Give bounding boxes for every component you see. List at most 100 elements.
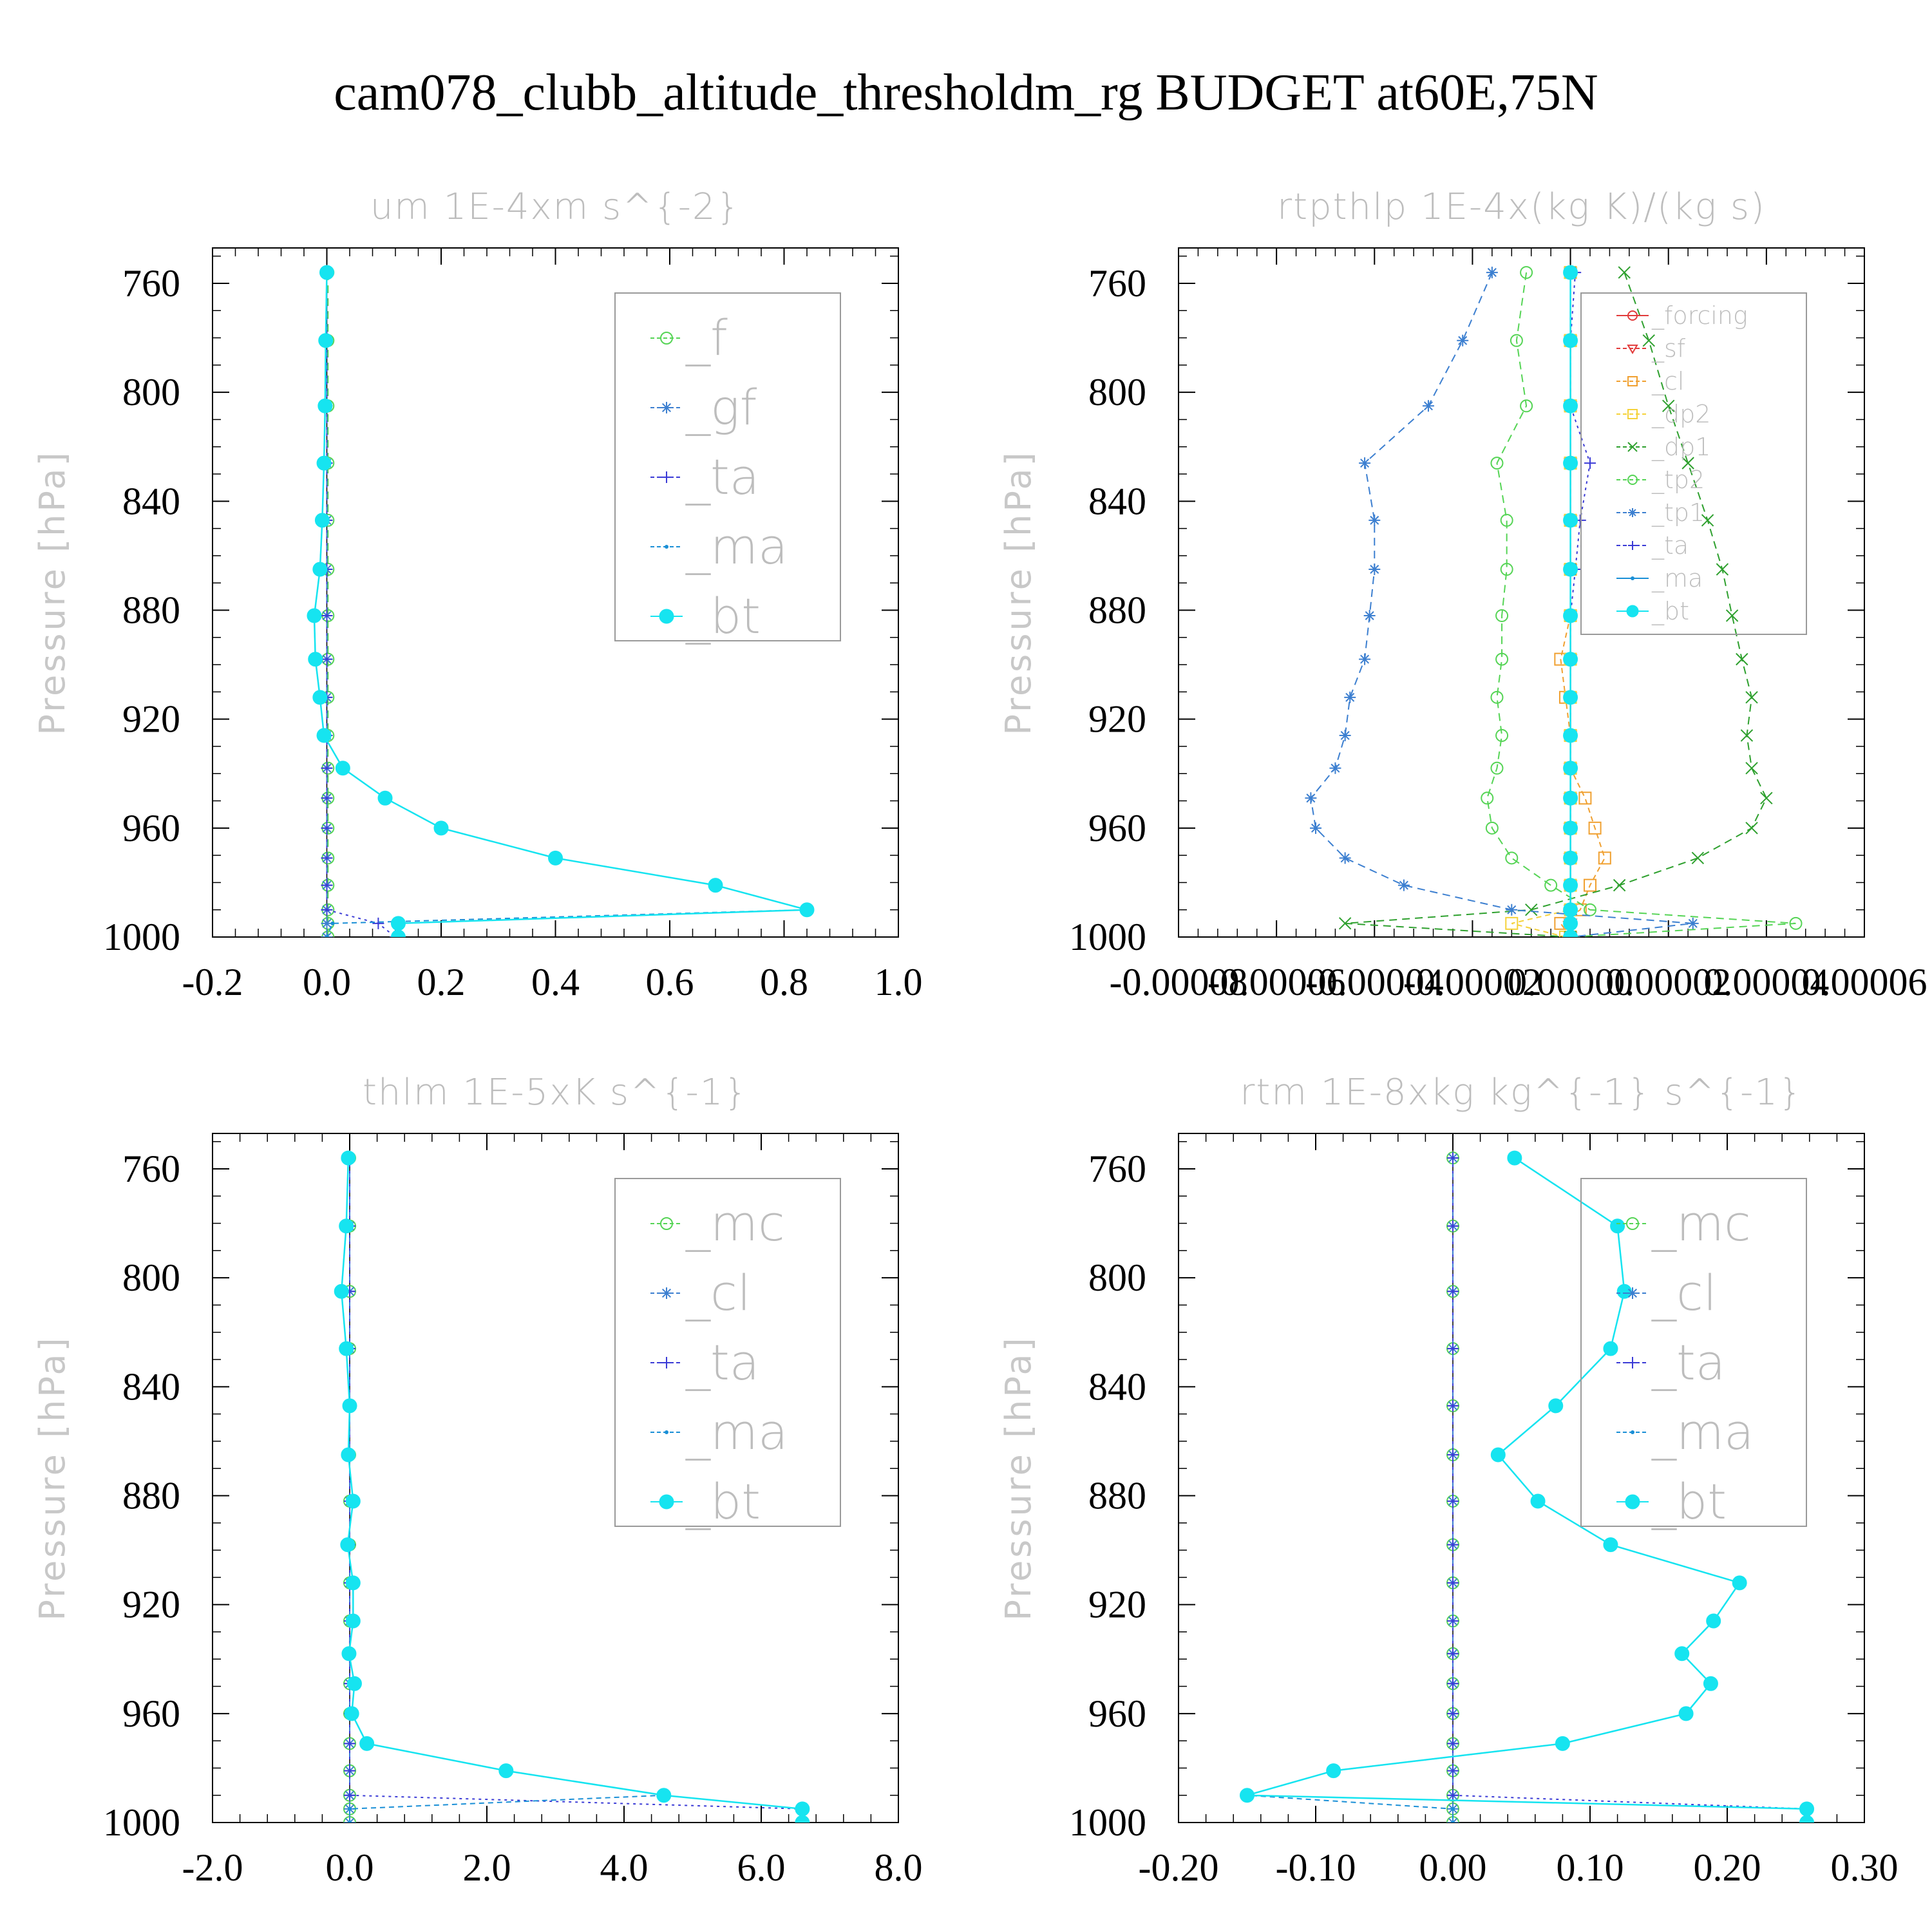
legend-label: _ma: [685, 518, 788, 575]
series-bt: [307, 265, 815, 937]
legend-box: [614, 1178, 841, 1527]
x-tick-label: 0.00006: [1802, 961, 1927, 1003]
data-point: [1451, 1806, 1455, 1811]
data-point: [341, 1646, 357, 1662]
series-line: [1511, 272, 1571, 937]
series-bt: [1240, 1150, 1815, 1823]
legend-label: _sf: [1651, 334, 1686, 363]
data-point: [1691, 851, 1705, 865]
data-point: [708, 878, 723, 893]
data-point: [1495, 729, 1509, 743]
legend-swatch-marker: [665, 545, 668, 549]
legend-swatch-marker: [1626, 1217, 1639, 1230]
y-tick-label: 960: [1088, 807, 1146, 849]
legend-swatch-marker: [1626, 605, 1639, 618]
x-tick-label: 1.0: [875, 961, 923, 1003]
y-tick-label: 920: [122, 698, 180, 741]
y-tick-label: 840: [1088, 1365, 1146, 1408]
main-title: cam078_clubb_altitude_thresholdm_rg BUDG…: [334, 64, 1598, 121]
data-point: [1701, 514, 1714, 527]
chart-panel-2: rtpthlp 1E-4x(kg K)/(kg s) Pressure [hPa]…: [998, 186, 1927, 1003]
legend-label: _dp1: [1651, 433, 1710, 462]
y-axis-label: Pressure [hPa]: [998, 1335, 1039, 1620]
y-tick-label: 960: [122, 1692, 180, 1735]
data-point: [1490, 457, 1504, 470]
data-point: [321, 904, 333, 916]
plot-frame: [1178, 247, 1865, 938]
y-tick-label: 880: [122, 589, 180, 631]
data-point: [1584, 457, 1596, 469]
legend-item: _sf: [1616, 334, 1686, 363]
legend: _mc _cl _ta _ma _bt: [614, 1178, 841, 1530]
series-f: [321, 266, 335, 937]
legend: _mc _cl _ta _ma _bt: [1580, 1178, 1807, 1530]
y-tick-label: 840: [122, 1365, 180, 1408]
data-point: [1495, 652, 1509, 666]
y-tick-label: 840: [1088, 480, 1146, 522]
legend-label: _ta: [685, 1334, 759, 1391]
legend-swatch-marker: [1627, 475, 1638, 485]
data-point: [1799, 1801, 1815, 1817]
legend-item: _mc: [650, 1195, 785, 1252]
plot-frame: [1178, 1133, 1865, 1823]
x-tick-label: 0.00002: [1605, 961, 1731, 1003]
series-line: [1559, 272, 1605, 937]
data-point: [321, 931, 335, 937]
series-line: [1310, 272, 1693, 937]
data-point: [1447, 1399, 1459, 1412]
legend-item: _bt: [1616, 1473, 1727, 1530]
data-point: [1447, 1152, 1459, 1164]
plot-area: [334, 1150, 810, 1823]
data-point: [321, 653, 333, 665]
x-tick-label: -0.00006: [1208, 961, 1346, 1003]
data-point: [321, 762, 333, 774]
legend-swatch-marker: [1631, 576, 1634, 580]
data-point: [1548, 1398, 1564, 1414]
data-point: [1563, 608, 1578, 623]
data-point: [498, 1763, 514, 1779]
legend-label: _ta: [1651, 1334, 1725, 1391]
data-point: [1305, 792, 1317, 804]
data-point: [1706, 1613, 1721, 1629]
data-point: [1563, 929, 1578, 937]
data-point: [1563, 562, 1578, 577]
y-tick-label: 760: [122, 262, 180, 305]
y-tick-label: 760: [1088, 1148, 1146, 1190]
y-tick-label: 800: [1088, 1256, 1146, 1299]
legend-label: _forcing: [1651, 301, 1748, 330]
legend-item: _cl: [1616, 367, 1684, 396]
series-dp2: [1505, 266, 1577, 937]
legend-label: _ma: [1651, 564, 1703, 593]
data-point: [1240, 1788, 1255, 1803]
legend-label: _mc: [685, 1195, 785, 1252]
y-tick-label: 920: [122, 1584, 180, 1626]
data-point: [318, 333, 334, 348]
legend-item: _ta: [650, 448, 759, 506]
legend-label: _bt: [1651, 1473, 1727, 1530]
data-point: [1563, 652, 1578, 667]
data-point: [1555, 1736, 1570, 1751]
series-line: [1486, 272, 1796, 937]
data-point: [1563, 850, 1578, 866]
data-point: [1500, 513, 1513, 527]
data-point: [1662, 399, 1675, 413]
data-point: [1563, 690, 1578, 705]
panel-title: thlm 1E-5xK s^{-1}: [363, 1072, 748, 1113]
x-tick-label: 0.00000: [1508, 961, 1633, 1003]
data-point: [799, 902, 815, 918]
legend-label: _ma: [1651, 1403, 1754, 1461]
series-bt: [1563, 265, 1578, 937]
series-tp2: [1481, 266, 1803, 937]
legend-swatch-marker: [1628, 541, 1637, 550]
data-point: [344, 1738, 355, 1750]
legend-label: _tp1: [1651, 498, 1705, 527]
legend-box: [1580, 292, 1807, 635]
data-point: [1447, 1539, 1459, 1551]
legend-swatch-marker: [1627, 1357, 1638, 1368]
legend-item: _ma: [650, 518, 788, 575]
legend-swatch-marker: [1627, 442, 1638, 452]
data-point: [330, 921, 335, 925]
data-point: [1451, 1821, 1455, 1823]
data-point: [1745, 822, 1758, 835]
data-point: [1760, 791, 1773, 805]
